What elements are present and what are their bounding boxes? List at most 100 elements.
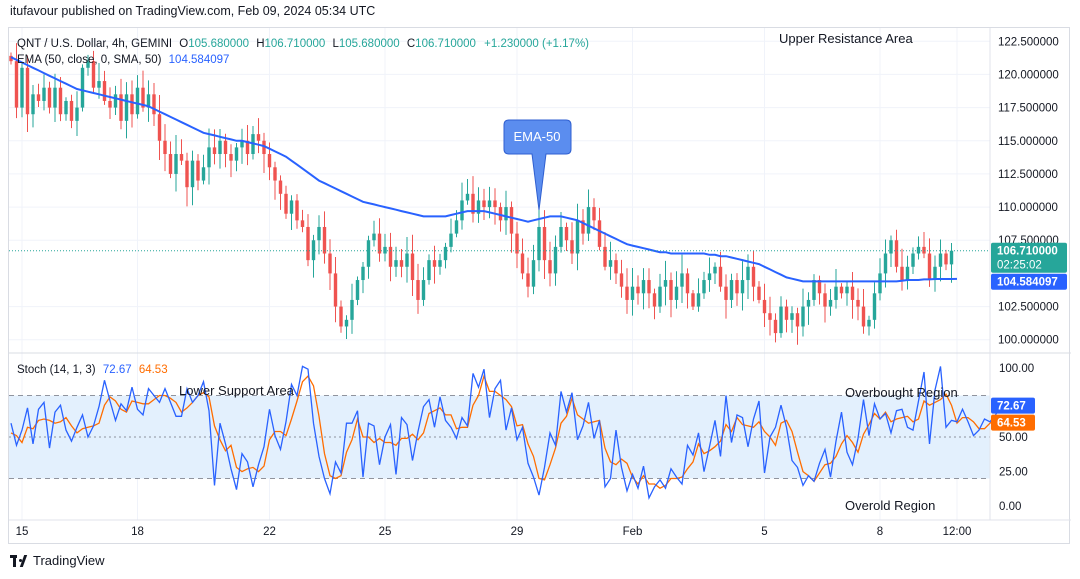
- legend-c-label: C: [407, 38, 415, 50]
- candle: [91, 50, 96, 93]
- stoch-k-line: [10, 365, 1002, 500]
- candle: [388, 232, 393, 282]
- candle: [663, 260, 668, 306]
- chart-frame[interactable]: 122.500000 120.000000 117.500000 115.000000…: [8, 27, 1071, 545]
- candle-body: [69, 100, 74, 121]
- candle: [432, 245, 437, 284]
- candle: [14, 43, 19, 119]
- candle: [839, 283, 844, 299]
- candle-body: [735, 280, 739, 294]
- candle: [872, 282, 877, 329]
- candle: [828, 288, 833, 316]
- candle: [328, 239, 332, 291]
- candle-body: [317, 226, 321, 241]
- candle-body: [751, 266, 756, 287]
- legend-change: +1.230000 (+1.17%): [484, 38, 589, 50]
- candle: [630, 267, 635, 316]
- candle: [410, 234, 415, 297]
- candle: [900, 248, 904, 291]
- candle-body: [9, 55, 13, 62]
- candle-body: [647, 280, 651, 294]
- legend-stoch-d: 64.53: [139, 364, 168, 376]
- candle-body: [416, 280, 420, 300]
- legend-stoch-k: 72.67: [103, 364, 132, 376]
- time-tick-label: 5: [761, 526, 767, 538]
- ema-50-callout[interactable]: EMA-50: [503, 119, 572, 211]
- price-tick-label: 120.000000: [998, 69, 1059, 81]
- candle: [817, 275, 822, 305]
- last-price-badge: 106.710000 02:25:02: [991, 242, 1067, 273]
- candle: [75, 91, 79, 137]
- candle-body: [20, 67, 24, 108]
- candle: [69, 94, 74, 129]
- candle-body: [889, 240, 893, 254]
- candle: [647, 268, 651, 309]
- candle: [751, 250, 756, 302]
- stoch-tick-label: 100.00: [999, 363, 1034, 375]
- candle: [779, 296, 783, 338]
- candle-body: [806, 299, 811, 307]
- candle-body: [273, 167, 277, 181]
- price-axis[interactable]: 122.500000 120.000000 117.500000 115.000000…: [998, 36, 1059, 346]
- candle-body: [399, 260, 404, 267]
- candle: [740, 261, 745, 311]
- candle: [471, 176, 475, 223]
- candle-body: [790, 313, 794, 320]
- candle: [575, 203, 580, 271]
- candle: [416, 263, 420, 314]
- published-header: itufavour published on TradingView.com, …: [10, 4, 376, 18]
- candle-body: [883, 253, 888, 274]
- price-tick-label: 100.000000: [998, 335, 1059, 347]
- candle-body: [938, 253, 943, 267]
- candle: [762, 283, 767, 327]
- candle-body: [597, 220, 602, 247]
- candle: [548, 241, 552, 287]
- candles: [9, 43, 954, 345]
- candle-body: [311, 240, 316, 261]
- time-tick-label: 15: [16, 526, 29, 538]
- candle-body: [289, 200, 294, 214]
- candle-body: [465, 193, 470, 201]
- candle: [256, 118, 261, 154]
- candle: [465, 178, 470, 205]
- candle-body: [383, 246, 387, 254]
- candle-body: [476, 200, 481, 214]
- legend-h-label: H: [256, 38, 264, 50]
- candle: [685, 268, 690, 309]
- candle-body: [377, 233, 382, 254]
- time-axis[interactable]: 15 18 22 25 29 Feb 5 8 12:00: [16, 526, 972, 538]
- candle-body: [828, 299, 833, 307]
- candle: [564, 222, 569, 252]
- candle: [47, 81, 52, 114]
- candle-body: [157, 114, 162, 141]
- candle: [361, 262, 365, 294]
- candle: [344, 315, 349, 339]
- candle-body: [256, 134, 261, 141]
- candle-body: [636, 286, 640, 294]
- stoch-k-badge-bg: [991, 397, 1035, 414]
- candle: [53, 73, 57, 122]
- callout-bubble: [503, 119, 572, 211]
- chart-canvas[interactable]: 122.500000 120.000000 117.500000 115.000000…: [9, 28, 1071, 545]
- candle-body: [130, 94, 134, 115]
- candle-body: [432, 260, 437, 267]
- candle: [163, 124, 167, 172]
- candle: [295, 194, 299, 229]
- oversold-label: Overold Region: [845, 498, 935, 513]
- candle-body: [685, 273, 690, 294]
- candle-body: [267, 154, 272, 168]
- candle-body: [702, 280, 706, 294]
- candle: [570, 222, 574, 264]
- candle: [300, 209, 305, 233]
- stoch-band-area: [9, 395, 990, 479]
- stoch-d-badge-bg: [991, 414, 1035, 431]
- stoch-tick-label: 50.00: [999, 432, 1028, 444]
- candle-body: [823, 293, 827, 307]
- upper-resistance-label: Upper Resistance Area: [779, 31, 913, 46]
- candle: [350, 283, 354, 334]
- legend-stoch: Stoch (14, 1, 3) 72.67 64.53: [17, 364, 168, 376]
- tradingview-brand[interactable]: TradingView: [10, 553, 105, 568]
- candle: [80, 64, 85, 112]
- candle-body: [762, 299, 767, 314]
